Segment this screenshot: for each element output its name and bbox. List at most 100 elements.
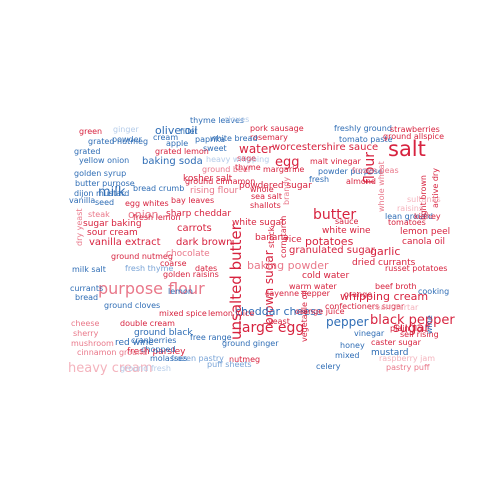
word: carrots [177,223,212,234]
word: yellow onion [79,156,130,165]
word: chocolate [166,249,210,259]
word: malt vinegar [310,157,361,166]
word: sugar baking [83,219,142,229]
word: grated [74,147,101,156]
word: russet potatoes [385,264,448,273]
word: kosher salt [183,174,233,184]
word: molasses [150,354,188,363]
word: paprika [195,135,225,144]
word: ground beef [202,165,251,174]
word: cheese [71,319,100,328]
word: egg whites [125,199,169,208]
word: pork sausage [250,124,304,133]
word: ginger [113,125,139,134]
word: self rising [400,330,439,339]
word: tomatoes [388,218,426,227]
word: chopped [141,345,176,354]
word: raisins [397,204,424,213]
word: wine [425,315,434,334]
word: sage [237,154,257,163]
word: butter [313,207,357,223]
word: heavy whipping [206,155,270,164]
word: milk [98,185,126,200]
word: cold water [302,271,350,281]
word: vinegar [354,329,385,338]
word: sauce [335,217,359,226]
word: ground cinnamon [185,177,256,186]
word: pepper [326,315,369,329]
word: vanilla [69,196,96,205]
word: ground cloves [104,301,161,310]
word: bread [75,293,99,302]
word: mixed spice [159,309,207,318]
word: granulated sugar [289,245,375,256]
word: confectioners sugar [325,302,405,311]
word: brandy [282,176,291,205]
word: golden raisins [163,270,219,279]
word: whole [250,185,274,194]
word: nutmeg [229,355,261,364]
word: sherry [73,329,99,338]
word: garlic [370,245,401,258]
word: dijon mustard [74,189,130,198]
word: purpose flour [98,279,205,298]
word: shallots [250,201,281,210]
word: lemon juice [208,309,255,318]
word: beef broth [375,282,417,291]
word: frozen peas [352,166,399,175]
word: almond [346,177,376,186]
word: red wine [115,338,154,348]
word: tomato paste [339,135,393,144]
word: cloves [224,115,250,124]
word: freshly ground [334,124,392,133]
word: grated nutmeg [88,137,149,146]
word: mustard [371,348,409,358]
word: mixed [335,351,360,360]
word: orange juice [295,307,345,316]
word: sultanas [407,195,441,204]
word: ground nutmeg [111,252,173,261]
word: fillet [180,127,198,136]
word: olive oil [155,124,198,137]
word: fresh parsley [127,347,186,357]
word: cream tartar [368,303,419,312]
word: black pepper [370,313,455,328]
word: vegetable oil [300,290,309,342]
word: fresh lemon [133,213,181,222]
word: ground ginger [222,339,279,348]
word: egg [275,155,300,170]
word: strawberries [390,125,440,134]
word: cranberries [131,336,177,345]
word: ground fresh [120,364,171,373]
word: cornstarch [279,215,288,258]
word: vanilla extract [89,237,161,248]
word: powder purpose [318,167,383,176]
word: double cream [120,319,175,328]
word: milk salt [72,265,106,274]
word: potatoes [305,235,354,248]
word: whole wheat [377,161,386,212]
word: free range [190,333,232,342]
word: cayenne pepper [265,289,330,298]
word: powder [112,135,142,144]
word: steak [88,210,110,219]
word: sugar [393,321,430,336]
word: sharp cheddar [166,209,232,219]
word: worcestershire sauce [272,142,379,153]
word: sweet [203,144,227,153]
word: pastry puff [386,363,430,372]
word: large egg [238,320,305,336]
word: honey [340,341,365,350]
word: mushroom [71,339,114,348]
word: white wine [322,226,371,236]
word: raspberry jam [379,354,436,363]
word: bay leaves [171,196,215,205]
word: cinnamon ground [77,348,148,357]
word: sour cream [87,228,138,238]
word: thyme leaves [190,116,245,125]
word: puff sheets [207,360,252,369]
word: thyme [235,163,261,172]
word: grated lemon [155,147,209,156]
word: fresh [309,175,330,184]
